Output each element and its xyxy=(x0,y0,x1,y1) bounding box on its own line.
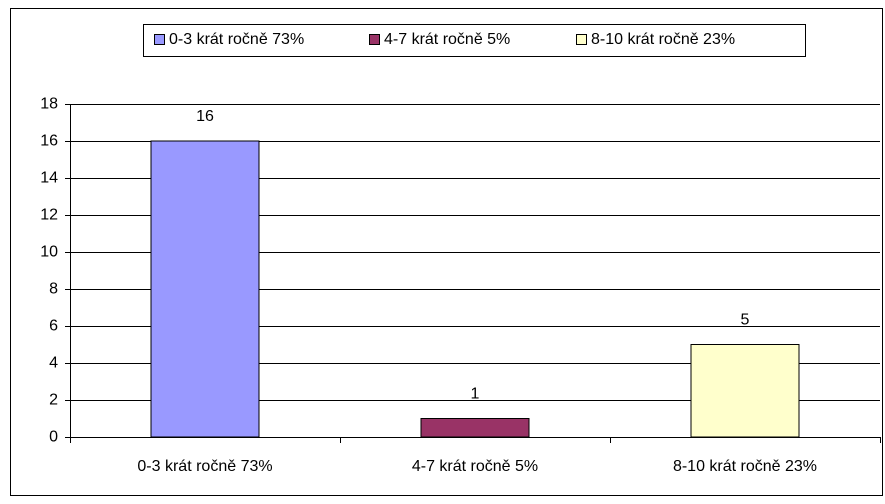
y-tick-label: 16 xyxy=(40,133,58,150)
x-tick-label: 0-3 krát ročně 73% xyxy=(137,458,272,475)
y-tick-label: 18 xyxy=(40,96,58,113)
y-tick-label: 8 xyxy=(49,281,58,298)
data-label: 5 xyxy=(741,312,750,329)
legend-swatch xyxy=(154,34,165,45)
y-tick-label: 14 xyxy=(40,170,58,187)
x-tick-label: 8-10 krát ročně 23% xyxy=(673,458,817,475)
bar xyxy=(150,140,260,438)
bar xyxy=(420,418,530,438)
data-label: 1 xyxy=(471,386,480,403)
y-tick-label: 0 xyxy=(49,429,58,446)
legend-swatch xyxy=(369,34,380,45)
bar xyxy=(690,344,800,438)
y-tick-label: 10 xyxy=(40,244,58,261)
y-tick-label: 6 xyxy=(49,318,58,335)
legend-label: 8-10 krát ročně 23% xyxy=(591,31,735,48)
data-label: 16 xyxy=(196,108,214,125)
y-tick-label: 12 xyxy=(40,207,58,224)
x-tick-label: 4-7 krát ročně 5% xyxy=(412,458,538,475)
legend-label: 0-3 krát ročně 73% xyxy=(169,31,304,48)
legend-box xyxy=(143,24,806,57)
legend-label: 4-7 krát ročně 5% xyxy=(384,31,510,48)
legend-swatch xyxy=(576,34,587,45)
y-tick-label: 2 xyxy=(49,392,58,409)
y-tick-label: 4 xyxy=(49,355,58,372)
